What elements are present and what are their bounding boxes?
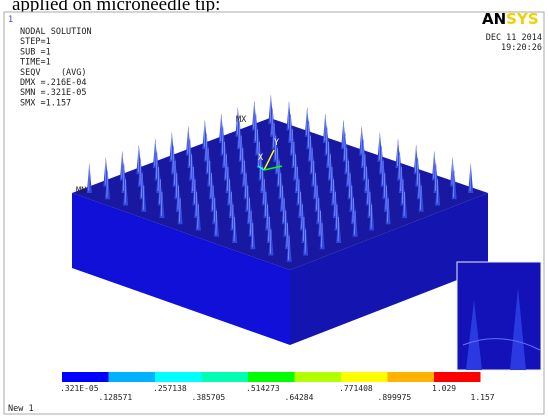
footer: New 1 xyxy=(8,404,34,414)
time: 19:20:26 xyxy=(501,43,542,53)
legend-label: .257138 xyxy=(153,384,187,393)
info-line: SEQV (AVG) xyxy=(20,68,87,78)
legend-label: 1.029 xyxy=(432,384,456,393)
info-line: SMN =.321E-05 xyxy=(20,88,87,98)
screenshot: applied on microneedle tip: 1 NODAL SOLU… xyxy=(0,0,548,417)
info-line: SUB =1 xyxy=(20,47,51,57)
legend-label: .514273 xyxy=(246,384,280,393)
colorbar-swatch xyxy=(295,372,342,382)
legend-label: .771408 xyxy=(339,384,373,393)
min-label: MN xyxy=(76,186,86,196)
logo-light: SYS xyxy=(506,10,538,28)
logo-dark: AN xyxy=(482,10,506,28)
legend-label: .321E-05 xyxy=(60,384,99,393)
colorbar-swatch xyxy=(388,372,435,382)
colorbar xyxy=(62,372,481,382)
window-number: 1 xyxy=(8,15,13,25)
info-line: STEP=1 xyxy=(20,37,51,47)
inset xyxy=(457,262,541,370)
legend-label: .899975 xyxy=(378,393,412,402)
info-line: NODAL SOLUTION xyxy=(20,27,92,37)
colorbar-swatch xyxy=(341,372,388,382)
info-line: SMX =1.157 xyxy=(20,98,71,108)
colorbar-swatch xyxy=(109,372,156,382)
info-line: DMX =.216E-04 xyxy=(20,78,87,88)
colorbar-swatch xyxy=(62,372,109,382)
info-line: TIME=1 xyxy=(20,58,51,68)
legend-label: .128571 xyxy=(99,393,133,402)
y-axis-label: Y xyxy=(274,138,279,148)
legend-label: 1.157 xyxy=(471,393,495,402)
colorbar-swatch xyxy=(202,372,249,382)
colorbar-swatch xyxy=(155,372,202,382)
legend-label: .385705 xyxy=(192,393,226,402)
logo: ANSYS xyxy=(482,10,539,28)
colorbar-swatch xyxy=(248,372,295,382)
legend-label: .64284 xyxy=(285,393,314,402)
x-axis-label: X xyxy=(258,153,264,163)
max-label: MX xyxy=(236,115,247,125)
date: DEC 11 2014 xyxy=(486,33,542,43)
colorbar-swatch xyxy=(434,372,481,382)
